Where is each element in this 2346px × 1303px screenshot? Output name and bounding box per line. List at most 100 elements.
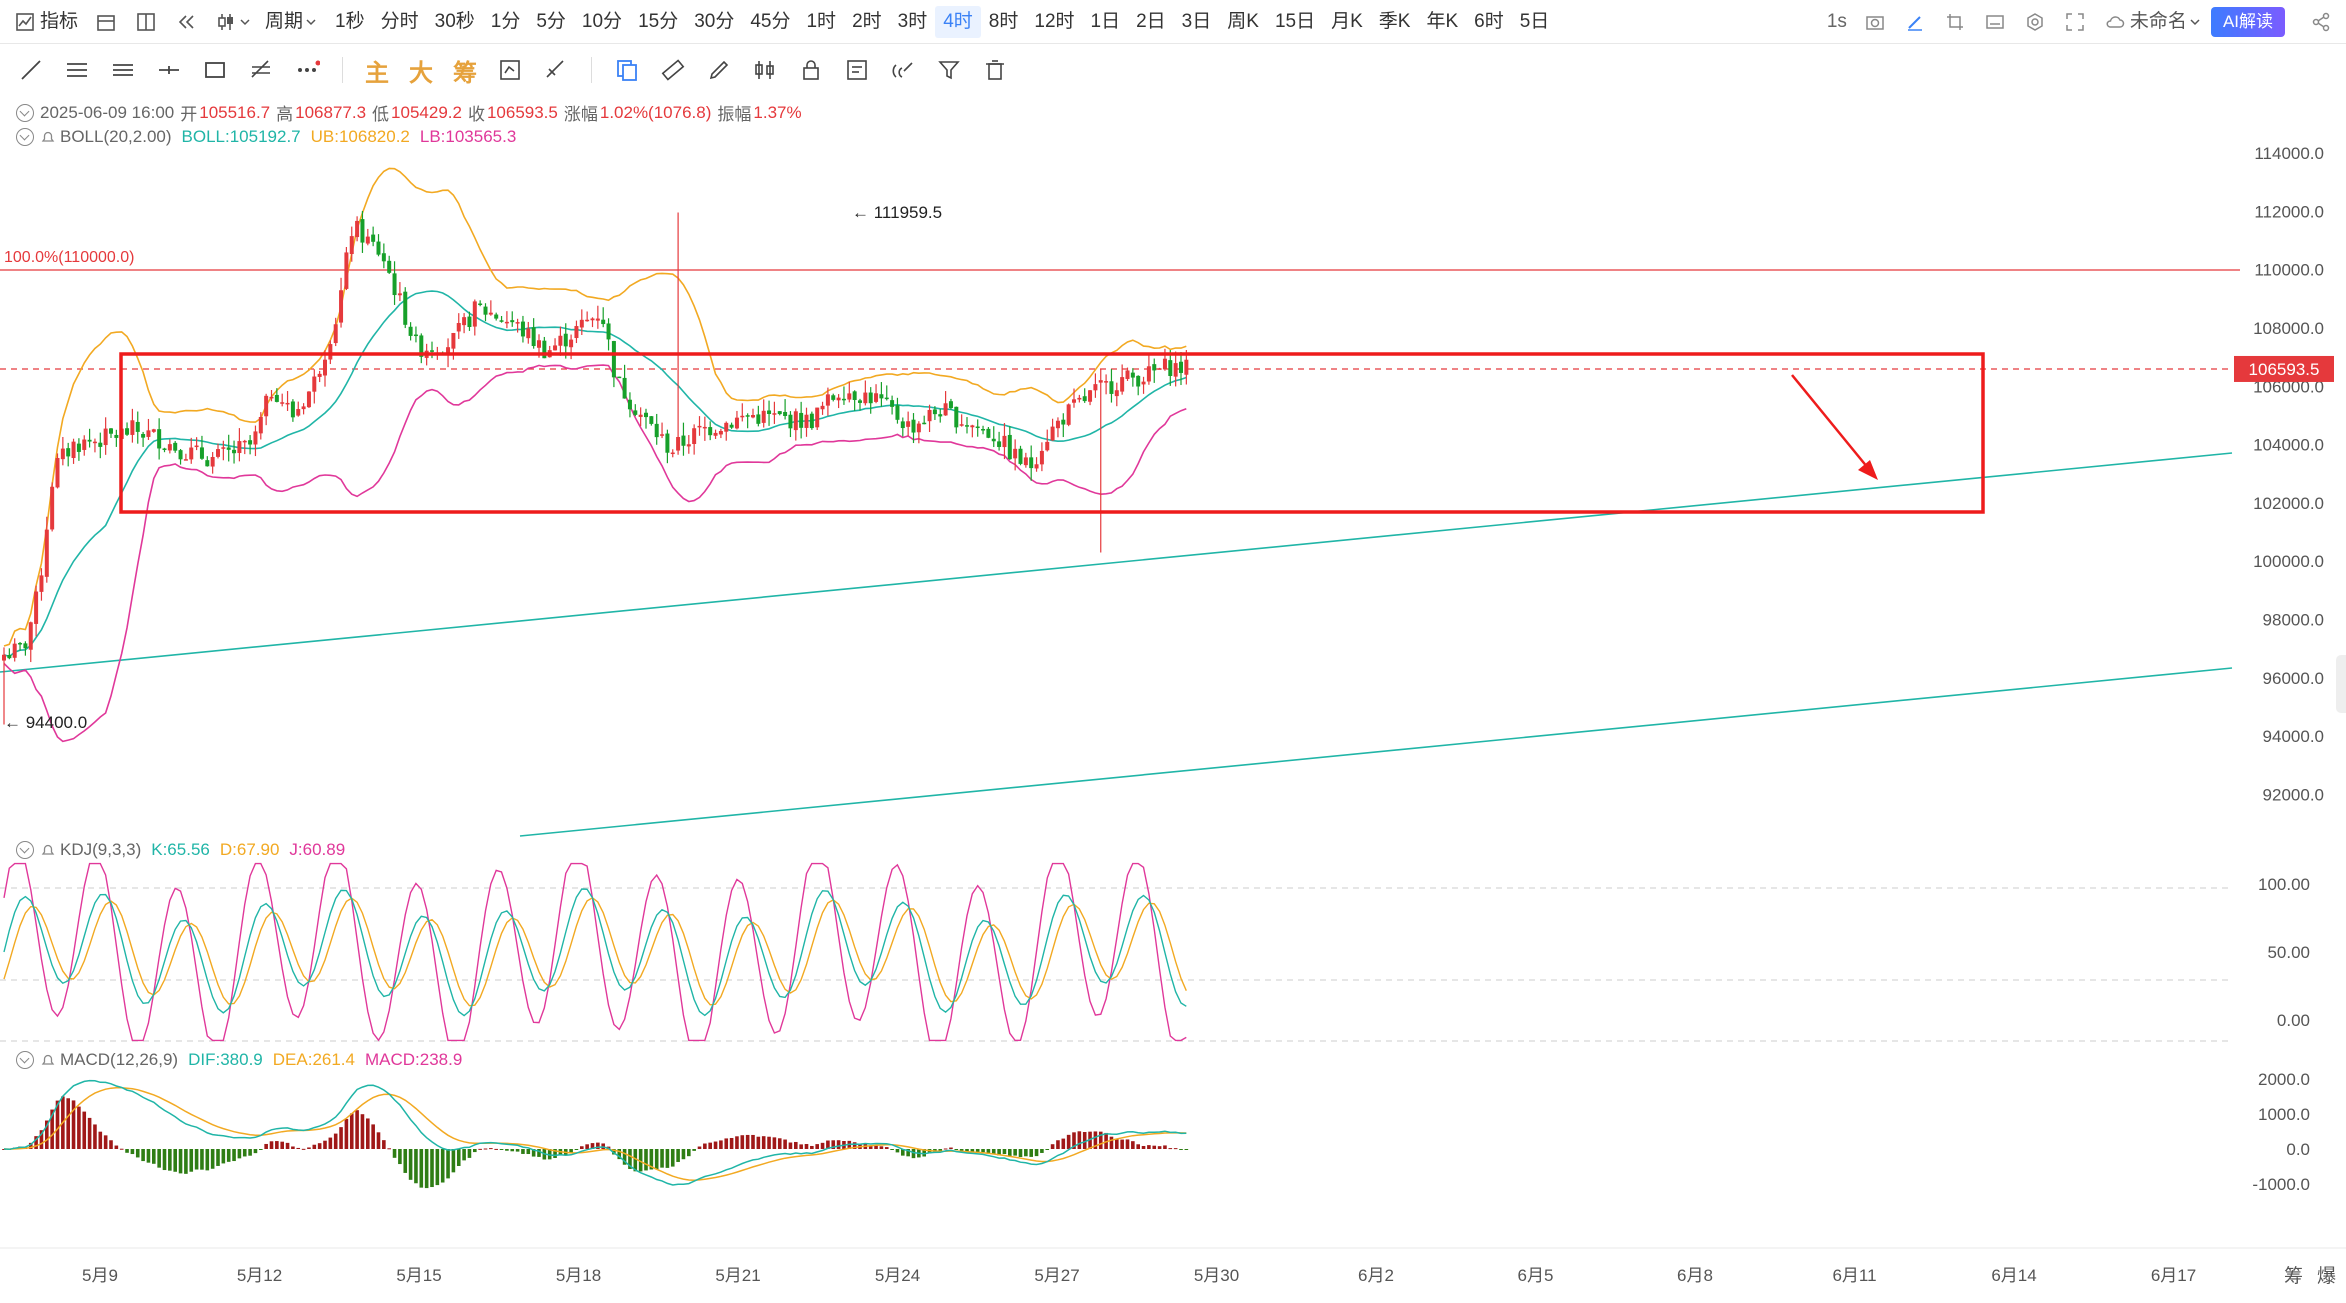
candle-body (87, 439, 92, 442)
chip-toggle[interactable]: 筹 (453, 59, 477, 87)
timeframe-tab[interactable]: 1日 (1090, 10, 1121, 32)
channel-icon[interactable] (110, 57, 136, 83)
layout-name[interactable]: 未命名 (2129, 11, 2187, 32)
period-button[interactable]: 周期 (265, 10, 304, 32)
interval-selector[interactable]: 1s (1826, 11, 1847, 32)
bars-icon[interactable] (752, 57, 778, 83)
timeframe-tab[interactable]: 年K (1426, 10, 1459, 32)
indicator-button[interactable]: 指标 (40, 10, 79, 32)
macd-histogram-bar (676, 1149, 680, 1162)
kdj-k-line (3, 888, 1187, 1017)
filter-icon[interactable] (936, 57, 962, 83)
ai-interpret-button[interactable]: AI解读 (2210, 7, 2285, 37)
copy-icon[interactable] (614, 57, 640, 83)
price-chart[interactable]: ← 111959.5 ← 94400.0 100.0%(110000.0) 1140… (0, 96, 2346, 1303)
macd-histogram-bar (585, 1144, 589, 1149)
macd-histogram-bar (259, 1149, 263, 1150)
candle-type-icon[interactable] (215, 11, 237, 33)
candle-body (451, 332, 456, 349)
macd-histogram-bar (494, 1148, 498, 1150)
timeframe-tab[interactable]: 12时 (1034, 10, 1075, 32)
timeframe-tab[interactable]: 3时 (897, 10, 928, 32)
main-chart-toggle[interactable]: 主 (365, 59, 389, 87)
magnet-icon[interactable] (890, 57, 916, 83)
macd-histogram-bar (708, 1142, 712, 1149)
rectangle-icon[interactable] (202, 57, 228, 83)
macd-histogram-bar (451, 1149, 456, 1173)
timeframe-tab[interactable]: 2日 (1136, 10, 1166, 32)
big-order-toggle[interactable]: 大 (409, 59, 433, 87)
fibonacci-icon[interactable] (248, 57, 274, 83)
lock-icon[interactable] (798, 57, 824, 83)
camera-icon[interactable] (1864, 11, 1886, 33)
timeframe-tab[interactable]: 周K (1227, 10, 1259, 32)
timeframe-tab[interactable]: 3日 (1181, 10, 1212, 32)
crop-icon[interactable] (1944, 11, 1966, 33)
trash-icon[interactable] (982, 57, 1008, 83)
macd-axis-label: 1000.0 (2258, 1105, 2310, 1124)
note-icon[interactable] (844, 57, 870, 83)
bell-icon[interactable] (40, 129, 56, 145)
timeframe-tab[interactable]: 30分 (694, 10, 735, 32)
bell-icon[interactable] (40, 1052, 56, 1068)
side-collapse-tab[interactable] (2336, 655, 2346, 713)
sync-icon[interactable] (497, 57, 523, 83)
erase-icon[interactable] (543, 57, 569, 83)
trend-line-icon[interactable] (18, 57, 44, 83)
macd-histogram-bar (1029, 1149, 1033, 1157)
timeframe-tab[interactable]: 6时 (1474, 10, 1504, 32)
timeframe-tab[interactable]: 5分 (536, 10, 566, 32)
calendar-icon[interactable] (95, 11, 117, 33)
timeframe-tab[interactable]: 5日 (1519, 10, 1550, 32)
candle-body (28, 622, 33, 650)
macd-histogram-bar (424, 1149, 429, 1189)
chip-button[interactable]: 筹 (2283, 1266, 2303, 1287)
candle-body (157, 429, 162, 449)
timeframe-tab[interactable]: 8时 (988, 10, 1019, 32)
macd-histogram-bar (478, 1148, 482, 1150)
timeframe-tab[interactable]: 季K (1378, 10, 1411, 32)
candle-body (1002, 435, 1007, 448)
bell-icon[interactable] (40, 842, 56, 858)
timeframe-tab[interactable]: 月K (1331, 10, 1363, 32)
timeframe-tab[interactable]: 10分 (581, 10, 623, 32)
timeframe-tab[interactable]: 2时 (852, 10, 882, 32)
burst-button[interactable]: 爆 (2316, 1266, 2336, 1287)
candle-body (419, 335, 424, 357)
share-icon[interactable] (2310, 11, 2332, 33)
candle-body (397, 293, 402, 296)
collapse-icon[interactable] (16, 841, 34, 859)
timeframe-tab[interactable]: 1分 (490, 10, 521, 32)
timeframe-tab[interactable]: 4时 (935, 5, 981, 38)
fullscreen-icon[interactable] (2064, 11, 2086, 33)
ruler-icon[interactable] (660, 57, 686, 83)
chevron-down-icon[interactable] (239, 11, 251, 33)
timeframe-tab[interactable]: 45分 (750, 10, 791, 32)
collapse-icon[interactable] (16, 1051, 34, 1069)
horizontal-line-icon[interactable] (156, 57, 182, 83)
collapse-icon[interactable] (16, 128, 34, 146)
indicator-icon[interactable] (14, 11, 36, 33)
timeframe-tab[interactable]: 1秒 (335, 10, 365, 32)
candle-body (226, 447, 231, 450)
more-tools-icon[interactable] (294, 57, 320, 83)
cloud-icon[interactable] (2104, 11, 2126, 33)
collapse-icon[interactable] (16, 103, 34, 122)
timeframe-tab[interactable]: 分时 (380, 10, 419, 32)
parallel-lines-icon[interactable] (64, 57, 90, 83)
chevron-down-icon[interactable] (305, 11, 317, 33)
brush-icon[interactable] (706, 57, 732, 83)
candle-body (1066, 404, 1071, 425)
settings-icon[interactable] (2024, 11, 2046, 33)
timeframe-tab[interactable]: 15日 (1274, 10, 1316, 32)
macd-histogram-bar (301, 1148, 306, 1150)
candle-body (151, 429, 156, 432)
chevron-down-icon[interactable] (2189, 11, 2201, 33)
timeframe-tab[interactable]: 15分 (638, 10, 679, 32)
timeframe-tab[interactable]: 1时 (806, 10, 837, 32)
timeframe-tab[interactable]: 30秒 (434, 10, 475, 32)
replay-icon[interactable] (175, 11, 197, 33)
layout-icon[interactable] (135, 11, 157, 33)
pencil-icon[interactable] (1904, 11, 1926, 33)
keyboard-icon[interactable] (1984, 11, 2006, 33)
